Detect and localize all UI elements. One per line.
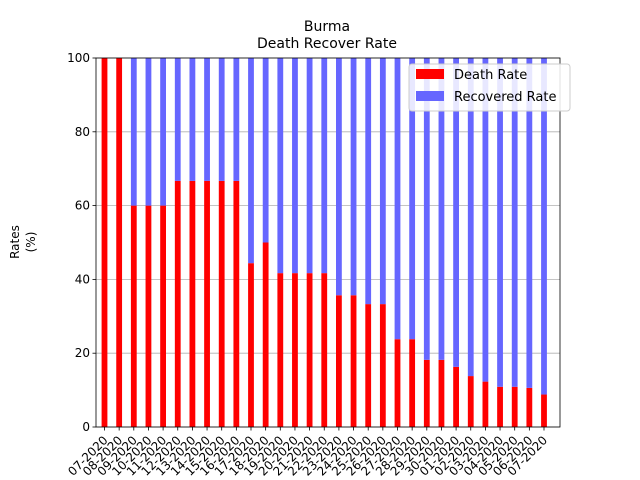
bar-death-rate-18 <box>365 304 372 427</box>
legend-swatch-recovered-rate <box>416 91 444 101</box>
y-axis-label-line-2: (%) <box>24 232 38 253</box>
bar-recovered-rate-8 <box>218 58 225 181</box>
bar-death-rate-2 <box>130 205 137 427</box>
bar-death-rate-22 <box>423 359 430 427</box>
bar-death-rate-7 <box>204 180 210 427</box>
bar-death-rate-12 <box>277 273 284 427</box>
bar-death-rate-8 <box>218 180 225 427</box>
bar-recovered-rate-11 <box>262 58 269 243</box>
bar-recovered-rate-14 <box>306 58 313 274</box>
bar-recovered-rate-13 <box>292 58 298 274</box>
bar-recovered-rate-26 <box>482 58 489 382</box>
y-ticks: 0 20 40 60 80 100 <box>67 51 96 434</box>
legend-frame <box>408 63 571 112</box>
y-tick-label-1: 20 <box>75 346 90 360</box>
bar-recovered-rate-30 <box>541 58 547 395</box>
bar-recovered-rate-10 <box>248 58 254 264</box>
bar-death-rate-25 <box>467 376 474 427</box>
bar-recovered-rate-6 <box>189 58 196 181</box>
bar-recovered-rate-20 <box>394 58 401 340</box>
bar-death-rate-16 <box>336 295 342 427</box>
bar-death-rate-21 <box>409 339 416 427</box>
bar-death-rate-29 <box>526 387 533 427</box>
y-tick-label-3: 60 <box>75 199 90 213</box>
bar-death-rate-28 <box>511 386 518 427</box>
bar-death-rate-26 <box>482 381 489 427</box>
bar-death-rate-19 <box>379 304 386 427</box>
y-tick-label-4: 80 <box>75 125 90 139</box>
axes <box>95 57 561 428</box>
bar-death-rate-11 <box>262 242 269 427</box>
x-ticks: 07-202008-202009-202010-202011-202012-20… <box>65 427 550 479</box>
bar-recovered-rate-22 <box>423 58 430 360</box>
bar-death-rate-3 <box>145 205 152 427</box>
bar-recovered-rate-4 <box>160 58 166 206</box>
bar-death-rate-23 <box>438 359 445 427</box>
bar-recovered-rate-15 <box>321 58 328 274</box>
bar-death-rate-5 <box>174 180 181 427</box>
legend-label-death-rate: Death Rate <box>454 68 527 83</box>
bar-death-rate-15 <box>321 273 328 427</box>
plot-frame <box>95 57 561 428</box>
bar-recovered-rate-16 <box>336 58 342 296</box>
bar-recovered-rate-3 <box>145 58 152 206</box>
bar-recovered-rate-21 <box>409 58 416 340</box>
bar-death-rate-27 <box>497 386 503 427</box>
bar-death-rate-10 <box>248 263 254 427</box>
bar-death-rate-6 <box>189 180 196 427</box>
bar-death-rate-17 <box>350 295 357 427</box>
y-tick-label-0: 0 <box>82 420 90 434</box>
bar-recovered-rate-18 <box>365 58 372 305</box>
bar-recovered-rate-23 <box>438 58 445 360</box>
bar-death-rate-13 <box>292 273 298 427</box>
bar-recovered-rate-27 <box>497 58 503 387</box>
chart-title: Burma <box>304 19 350 35</box>
bar-recovered-rate-17 <box>350 58 357 296</box>
bar-recovered-rate-24 <box>453 58 459 367</box>
y-tick-label-2: 40 <box>75 272 90 286</box>
bar-death-rate-1 <box>116 58 123 427</box>
bar-recovered-rate-7 <box>204 58 210 181</box>
legend-label-recovered-rate: Recovered Rate <box>454 90 557 105</box>
bars <box>101 58 547 427</box>
bar-recovered-rate-12 <box>277 58 284 274</box>
bar-death-rate-4 <box>160 205 166 427</box>
bar-death-rate-20 <box>394 339 401 427</box>
bar-recovered-rate-29 <box>526 58 533 388</box>
bar-death-rate-9 <box>233 180 240 427</box>
bar-death-rate-0 <box>101 58 108 427</box>
chart-subtitle: Death Recover Rate <box>257 36 397 52</box>
y-tick-label-5: 100 <box>67 51 90 65</box>
legend: Death Rate Recovered Rate <box>408 63 571 112</box>
bar-recovered-rate-28 <box>511 58 518 387</box>
bar-recovered-rate-19 <box>379 58 386 305</box>
bar-death-rate-14 <box>306 273 313 427</box>
bar-death-rate-30 <box>541 394 547 427</box>
y-axis-label-line-1: Rates <box>8 225 22 259</box>
bar-recovered-rate-25 <box>467 58 474 377</box>
bar-recovered-rate-9 <box>233 58 240 181</box>
bar-death-rate-24 <box>453 366 459 427</box>
bar-recovered-rate-2 <box>130 58 137 206</box>
bar-recovered-rate-5 <box>174 58 181 181</box>
legend-swatch-death-rate <box>416 69 444 79</box>
